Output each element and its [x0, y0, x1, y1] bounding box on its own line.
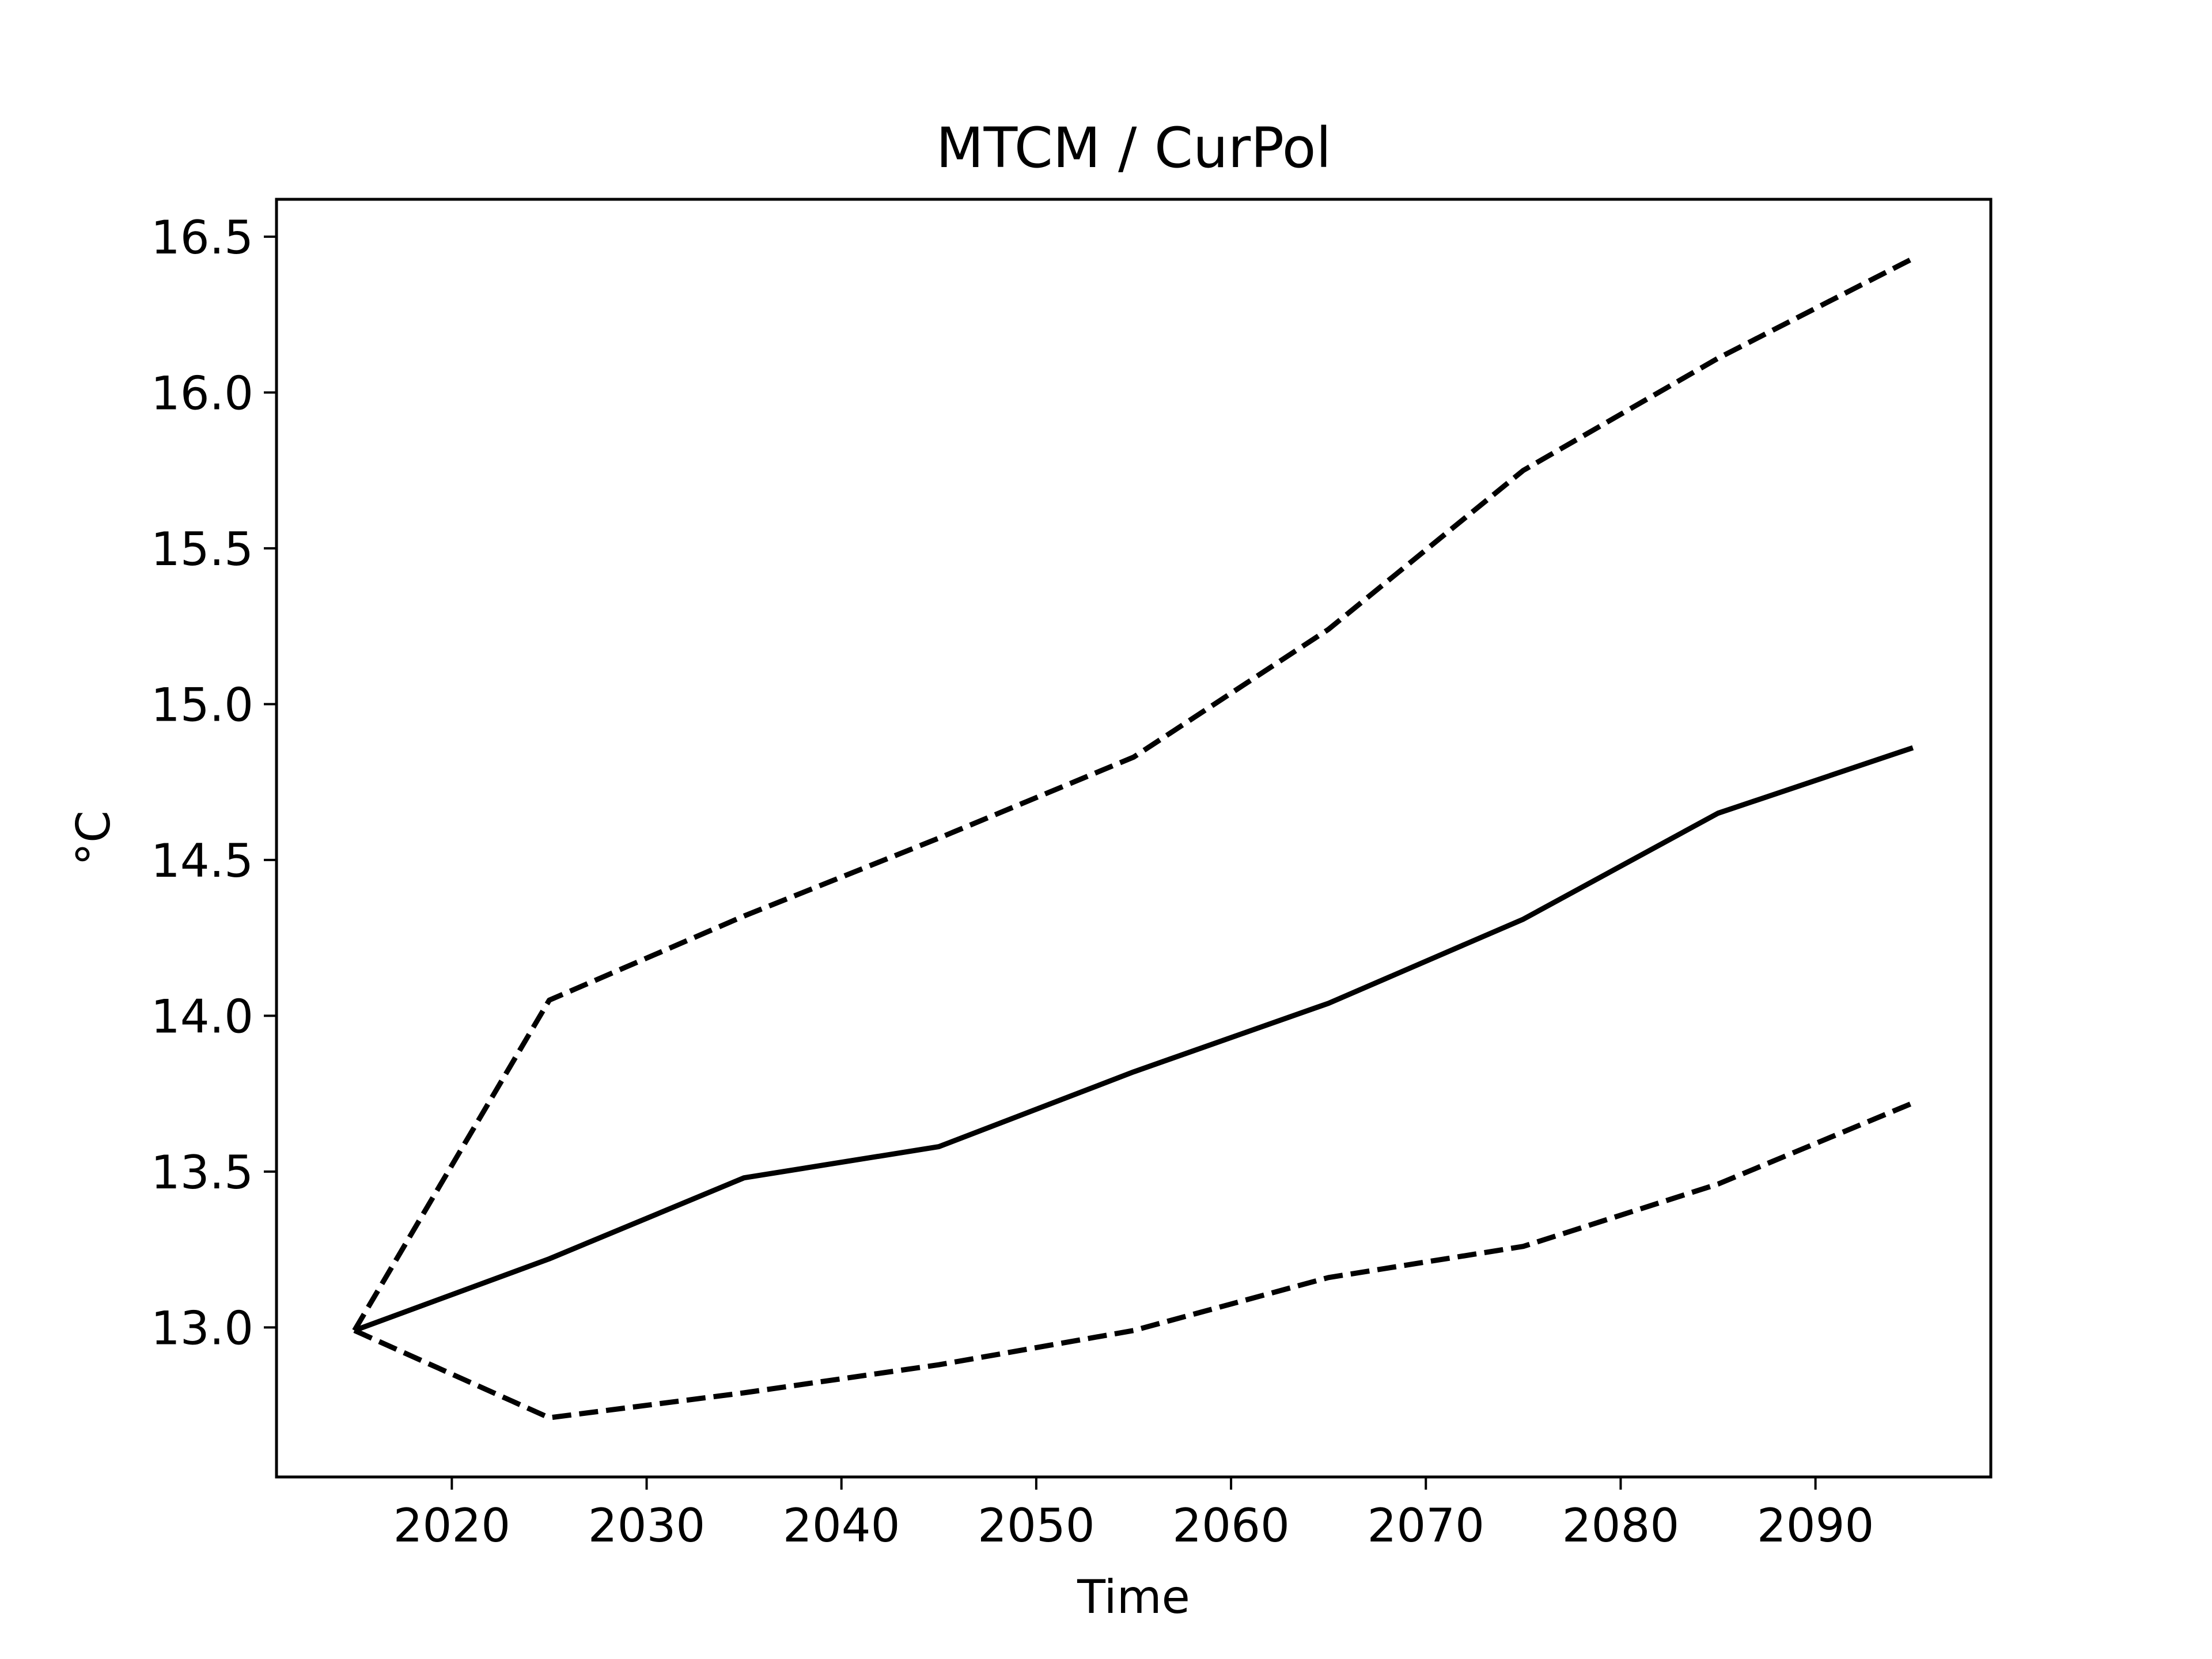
y-tick-label: 15.5 [151, 522, 253, 576]
y-tick-label: 13.0 [151, 1301, 253, 1355]
y-tick-label: 14.5 [151, 834, 253, 888]
x-axis-label: Time [1077, 1570, 1190, 1624]
x-tick-label: 2040 [783, 1499, 900, 1552]
y-axis-label: °C [67, 810, 120, 866]
y-tick-label: 16.5 [151, 211, 253, 264]
x-tick-label: 2080 [1562, 1499, 1680, 1552]
x-tick-label: 2030 [588, 1499, 706, 1552]
series-layer [352, 256, 1914, 1421]
x-axis: 2020 2030 2040 2050 2060 2070 2080 2090 [393, 1477, 1874, 1552]
y-tick-label: 14.0 [151, 990, 253, 1043]
series-line-lower [353, 1100, 1914, 1421]
series-line-upper [352, 256, 1914, 1332]
x-tick-label: 2070 [1367, 1499, 1484, 1552]
series-line-median [353, 745, 1914, 1333]
x-tick-label: 2020 [393, 1499, 511, 1552]
x-tick-label: 2060 [1172, 1499, 1290, 1552]
y-tick-label: 16.0 [151, 366, 253, 420]
x-tick-label: 2050 [978, 1499, 1095, 1552]
y-axis: 13.0 13.5 14.0 14.5 15.0 15.5 16.0 16.5 [151, 211, 276, 1355]
y-tick-label: 13.5 [151, 1146, 253, 1199]
chart-title: MTCM / CurPol [936, 116, 1331, 180]
x-tick-label: 2090 [1757, 1499, 1874, 1552]
plot-frame [275, 198, 1993, 1479]
y-tick-label: 15.0 [151, 678, 253, 732]
